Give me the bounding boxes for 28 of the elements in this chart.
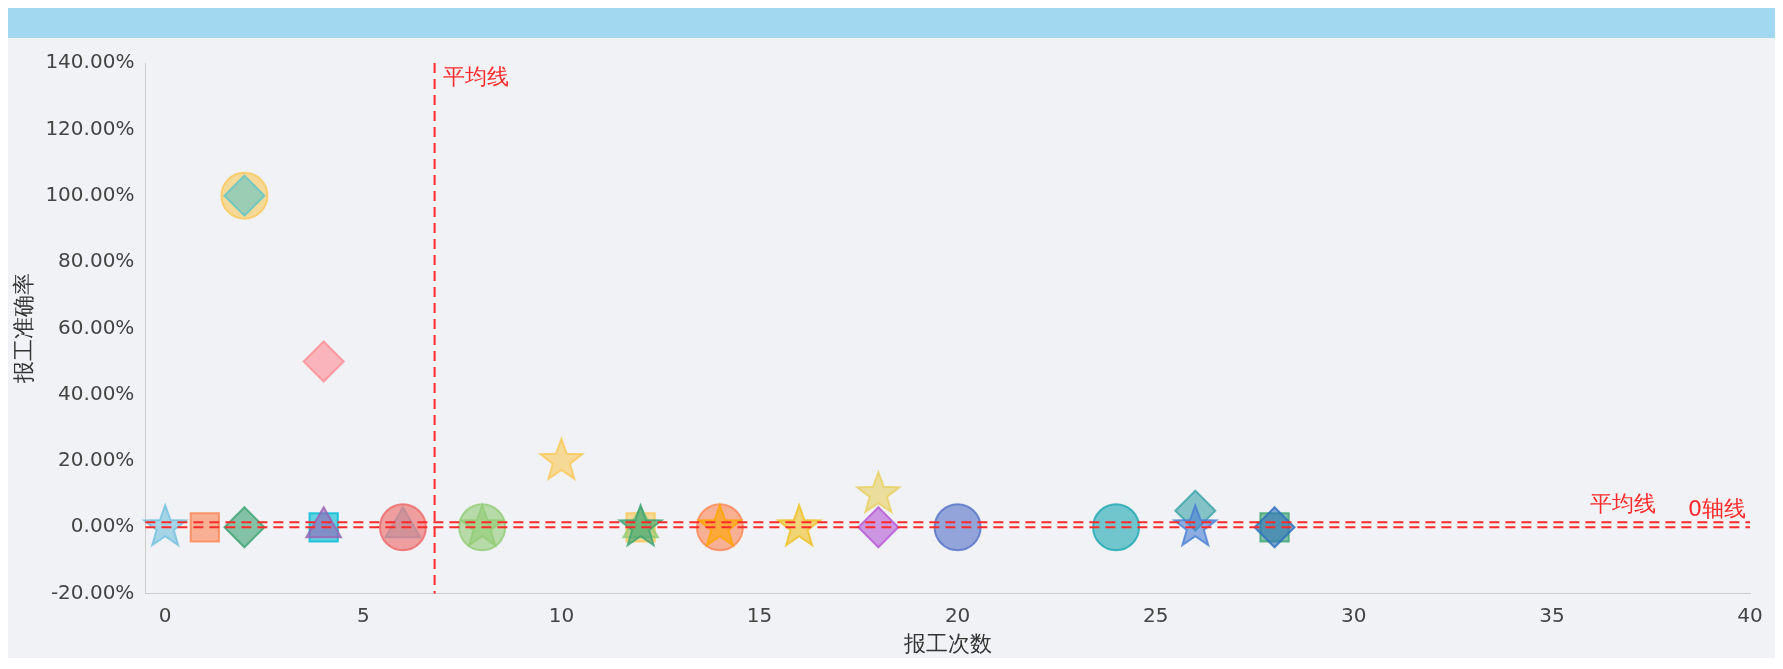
y-tick-label: 20.00%: [58, 447, 135, 472]
point: [856, 471, 901, 513]
y-tick-label: 120.00%: [45, 115, 135, 140]
y-tick-label: -20.00%: [50, 579, 135, 604]
y-axis-title: 报工准确率: [10, 273, 36, 385]
x-tick-label: 25: [1142, 602, 1169, 627]
point: [378, 503, 427, 552]
y-tick-label: 140.00%: [45, 49, 135, 74]
y-tick-label: 80.00%: [58, 248, 135, 273]
x-tick-label: 35: [1539, 602, 1565, 627]
y-tick-label: 60.00%: [58, 314, 135, 339]
x-tick-label: 5: [356, 602, 370, 627]
x-tick-label: 10: [548, 602, 575, 627]
ref-line-label: 平均线: [442, 63, 509, 89]
point: [1092, 503, 1141, 552]
x-tick-label: 20: [944, 602, 971, 627]
point: [302, 340, 345, 383]
ref-line-label: 平均线: [1590, 491, 1656, 517]
x-tick-label: 40: [1737, 602, 1763, 627]
ref-line-label: 0轴线: [1688, 495, 1746, 521]
x-tick-label: 0: [158, 602, 172, 627]
y-tick-label: 40.00%: [58, 380, 135, 405]
x-axis-title: 报工次数: [902, 630, 992, 656]
x-tick-label: 15: [746, 602, 773, 627]
x-tick-label: 30: [1341, 602, 1367, 627]
y-tick-label: 0.00%: [70, 513, 135, 538]
point: [933, 503, 982, 552]
y-tick-label: 100.00%: [45, 181, 135, 206]
